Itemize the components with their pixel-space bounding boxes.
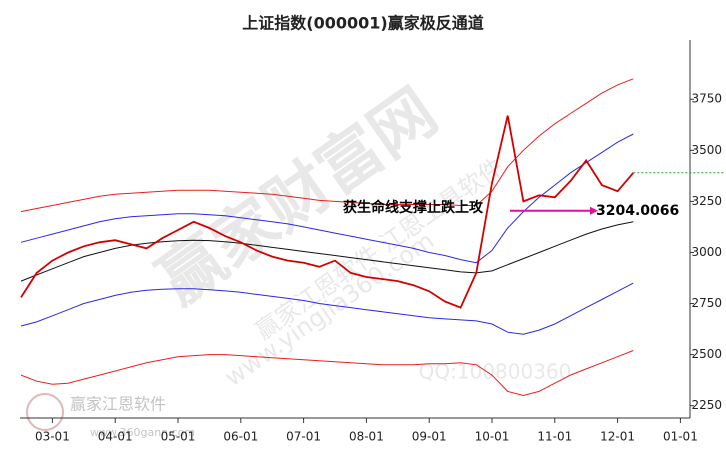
x-tick-label: 04-01 (98, 430, 133, 444)
logo: 赢家江恩软件 www.360gann.com (26, 393, 195, 439)
logo-text: 赢家江恩软件 (70, 395, 166, 414)
x-tick-label: 09-01 (412, 430, 447, 444)
y-tick-label: 3000 (691, 245, 722, 259)
series-line (20, 282, 634, 335)
series-line (20, 350, 634, 397)
series-line (20, 221, 634, 282)
x-tick-label: 05-01 (161, 430, 196, 444)
series-line (20, 115, 634, 309)
watermark: QQ:100800360 (419, 360, 572, 384)
x-tick-label: 08-01 (349, 430, 384, 444)
logo-url: www.360gann.com (90, 426, 195, 439)
annotation-value: 3204.0066 (596, 203, 679, 219)
x-tick-label: 06-01 (223, 430, 258, 444)
x-tick-label: 11-01 (537, 430, 572, 444)
series-line (20, 133, 634, 264)
x-tick-label: 10-01 (475, 430, 510, 444)
y-tick-label: 3500 (691, 143, 722, 157)
y-tick-label: 2500 (691, 347, 722, 361)
y-tick-label: 2250 (691, 398, 722, 412)
chart-title: 上证指数(000001)赢家极反通道 (242, 14, 483, 33)
x-tick-label: 07-01 (286, 430, 321, 444)
y-tick-label: 3250 (691, 194, 722, 208)
x-tick-label: 01-01 (663, 430, 698, 444)
arrow-head (590, 206, 598, 215)
logo-circle (26, 393, 64, 431)
annotation-text: 获生命线支撑止跌上攻 (343, 199, 484, 216)
y-tick-label: 2750 (691, 296, 722, 310)
y-tick-label: 3750 (691, 92, 722, 106)
x-tick-label: 03-01 (35, 430, 70, 444)
watermark-group: 赢家财富网 赢家江恩软件 江恩工具软件 www.yingjia360.com Q… (146, 75, 572, 392)
x-tick-label: 12-01 (600, 430, 635, 444)
series-line (20, 78, 634, 213)
